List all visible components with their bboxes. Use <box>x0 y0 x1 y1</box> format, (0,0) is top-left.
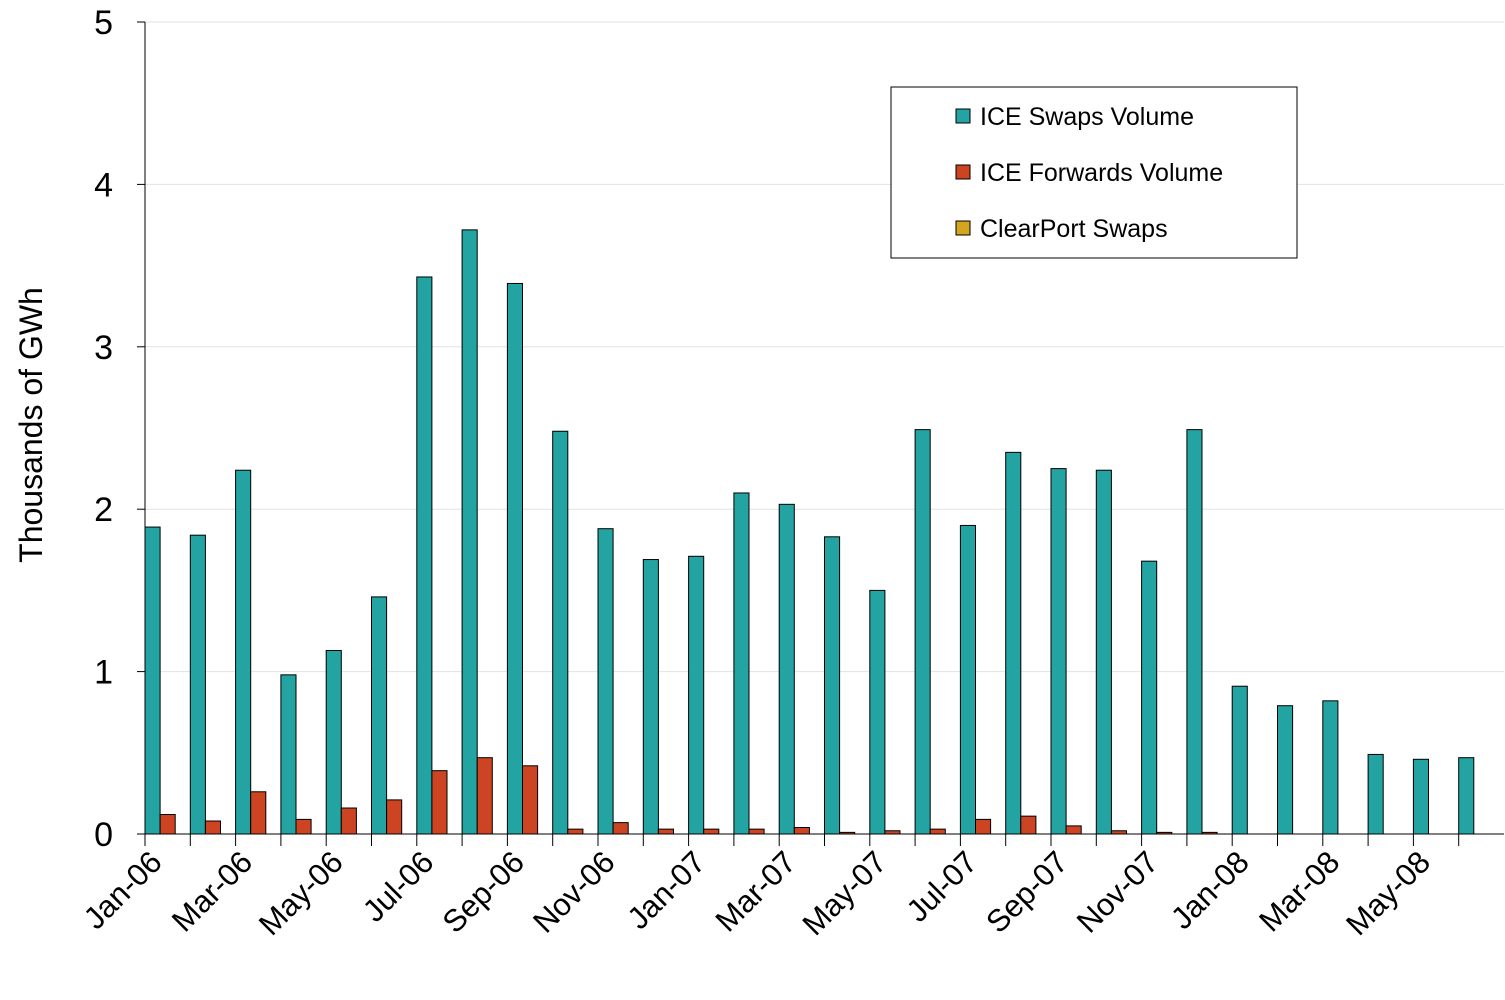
legend-label: ClearPort Swaps <box>980 215 1168 243</box>
bar <box>733 492 750 835</box>
y-tick-label: 1 <box>94 654 113 692</box>
bar <box>325 649 342 835</box>
bar <box>567 828 584 835</box>
bar <box>159 814 176 835</box>
bar <box>235 469 252 835</box>
x-tick-label: Jan-06 <box>77 844 169 936</box>
bar <box>506 282 523 835</box>
bar <box>975 818 992 835</box>
x-tick-label: Nov-07 <box>1070 844 1165 939</box>
bar <box>1412 758 1430 835</box>
bar <box>189 534 206 835</box>
bar <box>552 430 569 835</box>
x-tick-label: Jan-07 <box>620 844 712 936</box>
bar <box>1005 451 1022 835</box>
bar <box>461 229 478 835</box>
x-tick-label: May-08 <box>1339 844 1437 942</box>
bar <box>959 524 977 835</box>
bar <box>295 818 312 835</box>
bar <box>778 503 795 835</box>
bar <box>1186 429 1203 835</box>
x-tick-label: Jan-08 <box>1164 844 1256 936</box>
x-tick-label: Jul-07 <box>900 844 984 928</box>
bar <box>748 828 765 835</box>
legend-label: ICE Swaps Volume <box>980 103 1194 131</box>
bar <box>340 807 357 835</box>
x-tick-label: Mar-06 <box>165 844 259 938</box>
bar <box>1231 685 1248 835</box>
y-tick-label: 2 <box>94 491 113 529</box>
bar <box>280 674 297 835</box>
bar <box>612 822 629 835</box>
y-tick-label: 0 <box>94 816 113 854</box>
bar <box>250 791 267 835</box>
bar <box>914 429 931 835</box>
x-tick-label: May-07 <box>796 844 894 942</box>
y-tick-label: 5 <box>94 4 113 42</box>
x-tick-label: Jul-06 <box>356 844 440 928</box>
bar <box>597 528 614 835</box>
bar <box>1095 469 1112 835</box>
bar <box>386 799 403 835</box>
bar <box>1065 825 1082 835</box>
x-tick-label: Mar-08 <box>1252 844 1346 938</box>
y-axis-title: Thousands of GWh <box>13 287 49 563</box>
y-tick-label: 3 <box>94 329 113 367</box>
bar <box>642 559 659 835</box>
legend-label: ICE Forwards Volume <box>980 159 1223 187</box>
bar <box>416 276 433 835</box>
x-tick-label: Sep-06 <box>436 844 531 939</box>
bar <box>793 827 810 835</box>
bar <box>371 596 388 835</box>
bar <box>144 526 161 835</box>
bar <box>688 555 705 835</box>
bar <box>657 828 675 835</box>
legend-swatch <box>955 220 971 236</box>
y-tick-label: 4 <box>94 166 113 204</box>
bar <box>1277 705 1294 835</box>
x-tick-label: Sep-07 <box>979 844 1074 939</box>
bar <box>1050 468 1067 835</box>
bar <box>703 828 720 835</box>
bar <box>824 536 841 835</box>
bar <box>1020 815 1037 835</box>
bar <box>476 757 493 835</box>
bar <box>869 589 886 835</box>
legend-swatch <box>955 164 971 180</box>
bar <box>431 770 448 835</box>
bar <box>1141 560 1158 835</box>
x-tick-label: May-06 <box>252 844 350 942</box>
legend-swatch <box>955 108 971 124</box>
bar <box>522 765 539 835</box>
bar <box>1322 700 1339 835</box>
bar <box>1458 757 1475 835</box>
bar <box>929 828 946 835</box>
bar <box>204 820 221 835</box>
x-tick-label: Mar-07 <box>709 844 803 938</box>
x-tick-label: Nov-06 <box>526 844 621 939</box>
bar <box>1367 753 1384 835</box>
